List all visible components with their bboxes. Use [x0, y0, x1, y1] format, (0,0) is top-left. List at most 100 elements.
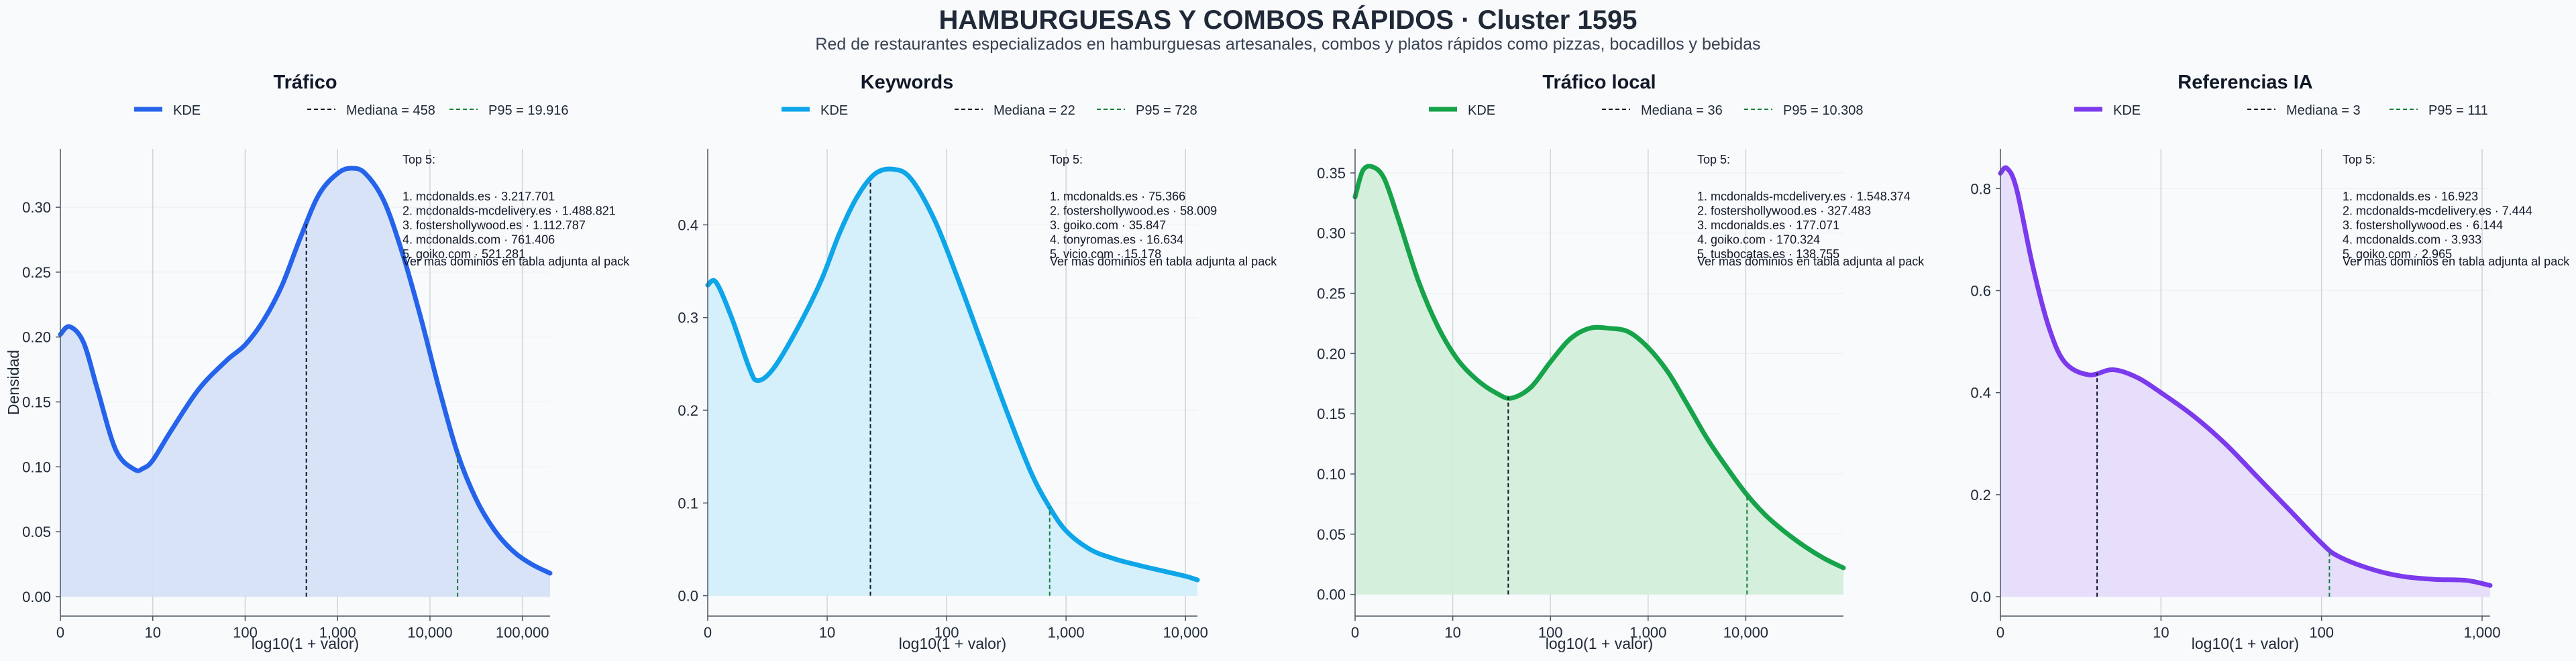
- x-tick-label: 0: [1996, 624, 2004, 641]
- top5-note: Ver mas dominios en tabla adjunta al pac…: [2343, 255, 2570, 268]
- y-tick-label: 0.0: [678, 588, 698, 605]
- kde-area: [2000, 168, 2490, 597]
- y-tick-label: 0.35: [1317, 165, 1346, 182]
- top5-title: Top 5:: [1697, 153, 1730, 166]
- legend-label: KDE: [820, 103, 848, 118]
- legend-label: P95 = 10.308: [1783, 103, 1864, 118]
- y-tick-label: 0.25: [22, 264, 51, 281]
- x-tick-label: 1,000: [319, 624, 356, 641]
- y-tick-label: 0.30: [22, 199, 51, 216]
- y-tick-label: 0.05: [22, 524, 51, 540]
- y-tick-label: 0.2: [1970, 487, 1991, 503]
- legend-label: P95 = 728: [1136, 103, 1197, 118]
- y-tick-label: 0.10: [1317, 466, 1346, 483]
- top5-item: 5. vicio.com · 15.178: [1050, 247, 1161, 261]
- x-tick-label: 100: [233, 624, 258, 641]
- y-tick-label: 0.15: [22, 394, 51, 411]
- y-tick-label: 0.05: [1317, 526, 1346, 543]
- x-tick-label: 1,000: [2464, 624, 2501, 641]
- legend-label: KDE: [173, 103, 201, 118]
- top5-title: Top 5:: [1050, 153, 1083, 166]
- top5-item: 1. mcdonalds.es · 16.923: [2343, 190, 2478, 203]
- top5-note: Ver mas dominios en tabla adjunta al pac…: [1050, 255, 1277, 268]
- top5-item: 1. mcdonalds.es · 3.217.701: [402, 190, 555, 203]
- x-tick-label: 10: [144, 624, 160, 641]
- legend-label: Mediana = 36: [1641, 103, 1723, 118]
- top5-item: 1. mcdonalds-mcdelivery.es · 1.548.374: [1697, 190, 1911, 203]
- legend-label: Mediana = 458: [346, 103, 435, 118]
- x-tick-label: 10,000: [1163, 624, 1208, 641]
- top5-title: Top 5:: [402, 153, 435, 166]
- legend-label: Mediana = 22: [994, 103, 1075, 118]
- page-title: HAMBURGUESAS Y COMBOS RÁPIDOS · Cluster …: [938, 5, 1638, 35]
- y-tick-label: 0.1: [678, 495, 698, 512]
- top5-item: 2. mcdonalds-mcdelivery.es · 7.444: [2343, 204, 2532, 218]
- x-tick-label: 100: [1538, 624, 1563, 641]
- top5-title: Top 5:: [2343, 153, 2375, 166]
- x-tick-label: 0: [56, 624, 64, 641]
- legend-label: P95 = 19.916: [488, 103, 569, 118]
- top5-item: 2. fostershollywood.es · 327.483: [1697, 204, 1871, 218]
- x-tick-label: 10,000: [407, 624, 452, 641]
- top5-note: Ver mas dominios en tabla adjunta al pac…: [1697, 255, 1925, 268]
- top5-item: 1. mcdonalds.es · 75.366: [1050, 190, 1185, 203]
- chart-panel-1: Tráfico KDE Mediana = 458 P95 = 19.916 0.00 0…: [5, 72, 630, 652]
- chart-title: Tráfico local: [1542, 72, 1656, 93]
- top5-item: 5. goiko.com · 2.965: [2343, 247, 2452, 261]
- x-tick-label: 100: [934, 624, 959, 641]
- x-tick-label: 100: [2309, 624, 2334, 641]
- y-tick-label: 0.4: [1970, 385, 1991, 402]
- top5-item: 3. fostershollywood.es · 1.112.787: [402, 219, 586, 232]
- y-tick-label: 0.25: [1317, 286, 1346, 302]
- y-tick-label: 0.20: [1317, 345, 1346, 362]
- y-tick-label: 0.00: [22, 589, 51, 605]
- top5-item: 5. tusbocatas.es · 138.755: [1697, 247, 1839, 261]
- top5-item: 2. fostershollywood.es · 58.009: [1050, 204, 1217, 218]
- x-tick-label: 0: [704, 624, 712, 641]
- kde-area: [60, 168, 550, 597]
- x-tick-label: 0: [1351, 624, 1359, 641]
- page-subtitle: Red de restaurantes especializados en ha…: [815, 35, 1761, 54]
- top5-item: 5. goiko.com · 521.281: [402, 247, 525, 261]
- kde-area: [1355, 166, 1843, 595]
- x-axis-label: log10(1 + valor): [252, 635, 359, 652]
- y-tick-label: 0.20: [22, 329, 51, 346]
- chart-panel-3: Tráfico local KDE Mediana = 36 P95 = 10.308…: [1317, 72, 1925, 652]
- chart-title: Referencias IA: [2178, 72, 2313, 93]
- top5-item: 2. mcdonalds-mcdelivery.es · 1.488.821: [402, 204, 616, 218]
- x-tick-label: 10: [1444, 624, 1460, 641]
- x-axis-label: log10(1 + valor): [1546, 635, 1653, 652]
- top5-item: 4. mcdonalds.com · 3.933: [2343, 233, 2481, 247]
- top5-item: 3. fostershollywood.es · 6.144: [2343, 219, 2503, 232]
- legend-label: Mediana = 3: [2286, 103, 2361, 118]
- kde-line: [1998, 165, 2493, 588]
- y-tick-label: 0.8: [1970, 180, 1991, 197]
- x-tick-label: 10: [2153, 624, 2169, 641]
- top5-item: 4. tonyromas.es · 16.634: [1050, 233, 1183, 247]
- y-tick-label: 0.15: [1317, 406, 1346, 422]
- kde-line: [58, 166, 553, 576]
- x-tick-label: 10,000: [1723, 624, 1768, 641]
- y-axis-label: Densidad: [5, 350, 22, 415]
- kde-line: [705, 166, 1200, 583]
- chart-title: Tráfico: [273, 72, 337, 93]
- top5-item: 3. goiko.com · 35.847: [1050, 219, 1166, 232]
- y-tick-label: 0.00: [1317, 587, 1346, 603]
- y-tick-label: 0.10: [22, 459, 51, 475]
- x-axis-label: log10(1 + valor): [2192, 635, 2299, 652]
- top5-item: 3. mcdonalds.es · 177.071: [1697, 219, 1839, 232]
- legend-label: P95 = 111: [2428, 103, 2488, 118]
- x-axis-label: log10(1 + valor): [899, 635, 1006, 652]
- top5-note: Ver mas dominios en tabla adjunta al pac…: [402, 255, 630, 268]
- x-tick-label: 10: [819, 624, 835, 641]
- x-tick-label: 1,000: [1629, 624, 1666, 641]
- chart-panel-4: Referencias IA KDE Mediana = 3 P95 = 111 0.0…: [1970, 72, 2570, 652]
- y-tick-label: 0.3: [678, 310, 698, 326]
- y-tick-label: 0.6: [1970, 283, 1991, 300]
- kde-line: [1352, 164, 1846, 570]
- legend-label: KDE: [2113, 103, 2141, 118]
- chart-panel-2: Keywords KDE Mediana = 22 P95 = 728 0.0 0.1 0.…: [678, 72, 1277, 652]
- x-tick-label: 100,000: [496, 624, 549, 641]
- y-tick-label: 0.0: [1970, 589, 1991, 605]
